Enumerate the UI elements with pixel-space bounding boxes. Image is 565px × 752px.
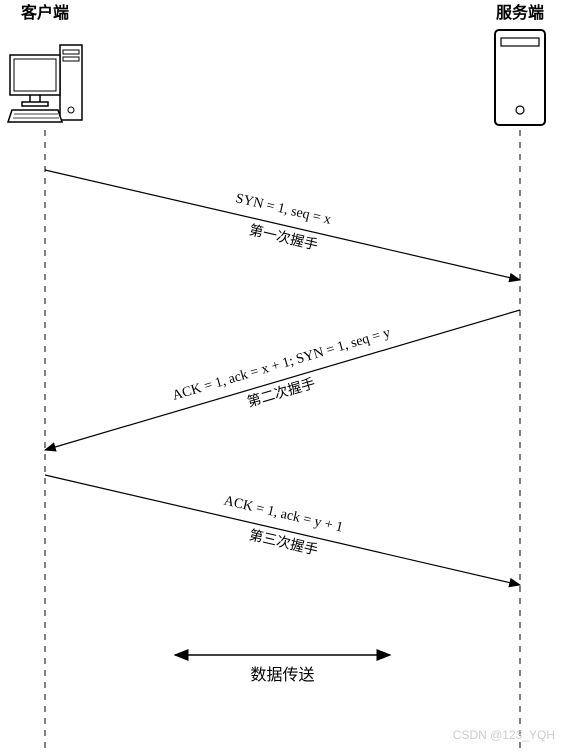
server-label: 服务端 xyxy=(496,3,544,22)
message-3-bottom: 第三次握手 xyxy=(248,526,320,558)
data-transfer: 数据传送 xyxy=(175,655,390,684)
diagram-container: 客户端 服务端 SYN = 1, seq = x 第一次握手 ACK xyxy=(0,0,565,752)
message-1: SYN = 1, seq = x 第一次握手 xyxy=(45,170,520,280)
server-icon xyxy=(495,30,545,125)
message-3-top: ACK = 1, ack = y + 1 xyxy=(222,494,344,536)
sequence-diagram: 客户端 服务端 SYN = 1, seq = x 第一次握手 ACK xyxy=(0,0,565,752)
message-3: ACK = 1, ack = y + 1 第三次握手 xyxy=(45,475,520,585)
message-1-top: SYN = 1, seq = x xyxy=(234,191,332,228)
message-2: ACK = 1, ack = x + 1; SYN = 1, seq = y 第… xyxy=(45,310,520,450)
client-label: 客户端 xyxy=(21,3,69,22)
data-transfer-label: 数据传送 xyxy=(250,666,314,684)
watermark: CSDN @123_YQH xyxy=(453,728,555,742)
client-computer-icon xyxy=(8,45,82,122)
message-1-bottom: 第一次握手 xyxy=(248,221,320,253)
